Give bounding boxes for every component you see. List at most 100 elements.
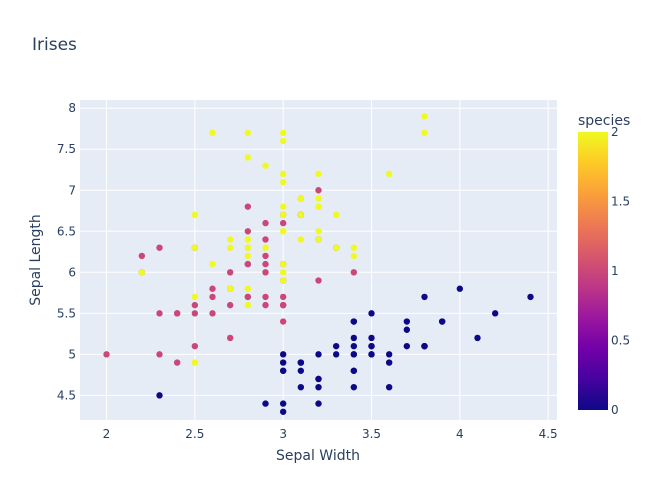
data-point bbox=[262, 219, 269, 227]
data-point bbox=[173, 359, 181, 366]
data-point bbox=[315, 375, 322, 383]
y-tick-label: 5.5 bbox=[57, 306, 76, 320]
data-point bbox=[191, 310, 199, 317]
data-point bbox=[244, 252, 252, 260]
colorbar-tick-label: 1.5 bbox=[611, 195, 630, 209]
chart-title: Irises bbox=[32, 35, 77, 55]
data-point bbox=[262, 236, 269, 243]
data-point bbox=[226, 236, 234, 243]
data-point bbox=[368, 310, 375, 317]
y-tick-label: 7.5 bbox=[57, 142, 76, 156]
data-point bbox=[315, 228, 322, 235]
data-point bbox=[315, 236, 322, 243]
data-point bbox=[244, 154, 252, 161]
data-point bbox=[350, 252, 358, 260]
data-point bbox=[350, 383, 358, 391]
data-point bbox=[138, 269, 146, 276]
data-point bbox=[279, 318, 287, 325]
data-point bbox=[350, 269, 358, 276]
data-point bbox=[297, 383, 305, 391]
data-point bbox=[315, 195, 322, 202]
data-point bbox=[173, 310, 181, 317]
data-point bbox=[279, 219, 287, 227]
data-point bbox=[368, 334, 375, 342]
y-tick-label: 5 bbox=[68, 347, 76, 361]
data-point bbox=[279, 178, 287, 186]
data-point bbox=[368, 351, 375, 358]
data-point bbox=[456, 285, 464, 292]
data-point bbox=[226, 244, 234, 251]
x-axis-ticks: 2 2.5 3 3.5 4 4.5 bbox=[103, 427, 558, 441]
data-point bbox=[156, 244, 163, 251]
x-tick-label: 3.5 bbox=[362, 427, 381, 441]
data-point bbox=[279, 351, 287, 358]
data-point bbox=[156, 351, 163, 358]
data-point bbox=[421, 342, 428, 350]
x-tick-label: 4.5 bbox=[539, 427, 558, 441]
data-point bbox=[191, 211, 199, 219]
data-point bbox=[262, 162, 269, 169]
data-point bbox=[209, 310, 216, 317]
data-point bbox=[315, 203, 322, 210]
data-point bbox=[209, 260, 216, 268]
data-point bbox=[491, 310, 499, 317]
data-point bbox=[350, 351, 358, 358]
data-point bbox=[262, 293, 269, 301]
data-point bbox=[262, 400, 269, 407]
data-point bbox=[226, 285, 234, 292]
y-axis-ticks: 4.5 5 5.5 6 6.5 7 7.5 8 bbox=[57, 101, 76, 402]
data-point bbox=[279, 400, 287, 407]
colorbar-ticks: 0 0.5 1 1.5 2 bbox=[611, 125, 630, 417]
data-point bbox=[350, 342, 358, 350]
data-point bbox=[279, 137, 287, 145]
y-tick-label: 6.5 bbox=[57, 224, 76, 238]
data-point bbox=[138, 252, 146, 260]
data-point bbox=[403, 326, 411, 333]
data-point bbox=[385, 170, 393, 178]
colorbar-tick-label: 0 bbox=[611, 403, 619, 417]
y-tick-label: 4.5 bbox=[57, 388, 76, 402]
data-point bbox=[332, 244, 340, 251]
colorbar bbox=[578, 132, 608, 410]
data-point bbox=[191, 244, 199, 251]
plot-area bbox=[80, 100, 557, 420]
data-point bbox=[244, 285, 252, 292]
data-point bbox=[315, 187, 322, 194]
data-point bbox=[474, 334, 481, 342]
data-point bbox=[244, 236, 252, 243]
data-point bbox=[315, 277, 322, 284]
data-point bbox=[297, 367, 305, 374]
data-point bbox=[279, 408, 287, 415]
data-point bbox=[279, 359, 287, 366]
colorbar-tick-label: 1 bbox=[611, 264, 619, 278]
data-point bbox=[385, 383, 393, 391]
data-point bbox=[191, 301, 199, 309]
data-point bbox=[244, 203, 252, 210]
colorbar-tick-label: 0.5 bbox=[611, 334, 630, 348]
data-point bbox=[279, 228, 287, 235]
data-point bbox=[385, 359, 393, 366]
x-tick-label: 3 bbox=[279, 427, 287, 441]
data-point bbox=[262, 260, 269, 268]
data-point bbox=[279, 211, 287, 219]
colorbar-tick-label: 2 bbox=[611, 125, 619, 139]
data-point bbox=[226, 301, 234, 309]
data-point bbox=[279, 269, 287, 276]
data-point bbox=[350, 318, 358, 325]
data-point bbox=[279, 170, 287, 178]
data-point bbox=[438, 318, 446, 325]
x-tick-label: 4 bbox=[456, 427, 464, 441]
data-point bbox=[421, 113, 428, 120]
data-point bbox=[244, 129, 252, 137]
data-point bbox=[332, 351, 340, 358]
data-points bbox=[103, 113, 534, 415]
data-point bbox=[244, 260, 252, 268]
data-point bbox=[191, 342, 199, 350]
x-axis-label: Sepal Width bbox=[276, 448, 360, 464]
data-point bbox=[297, 236, 305, 243]
data-point bbox=[279, 293, 287, 301]
data-point bbox=[297, 359, 305, 366]
y-tick-label: 8 bbox=[68, 101, 76, 115]
data-point bbox=[332, 211, 340, 219]
